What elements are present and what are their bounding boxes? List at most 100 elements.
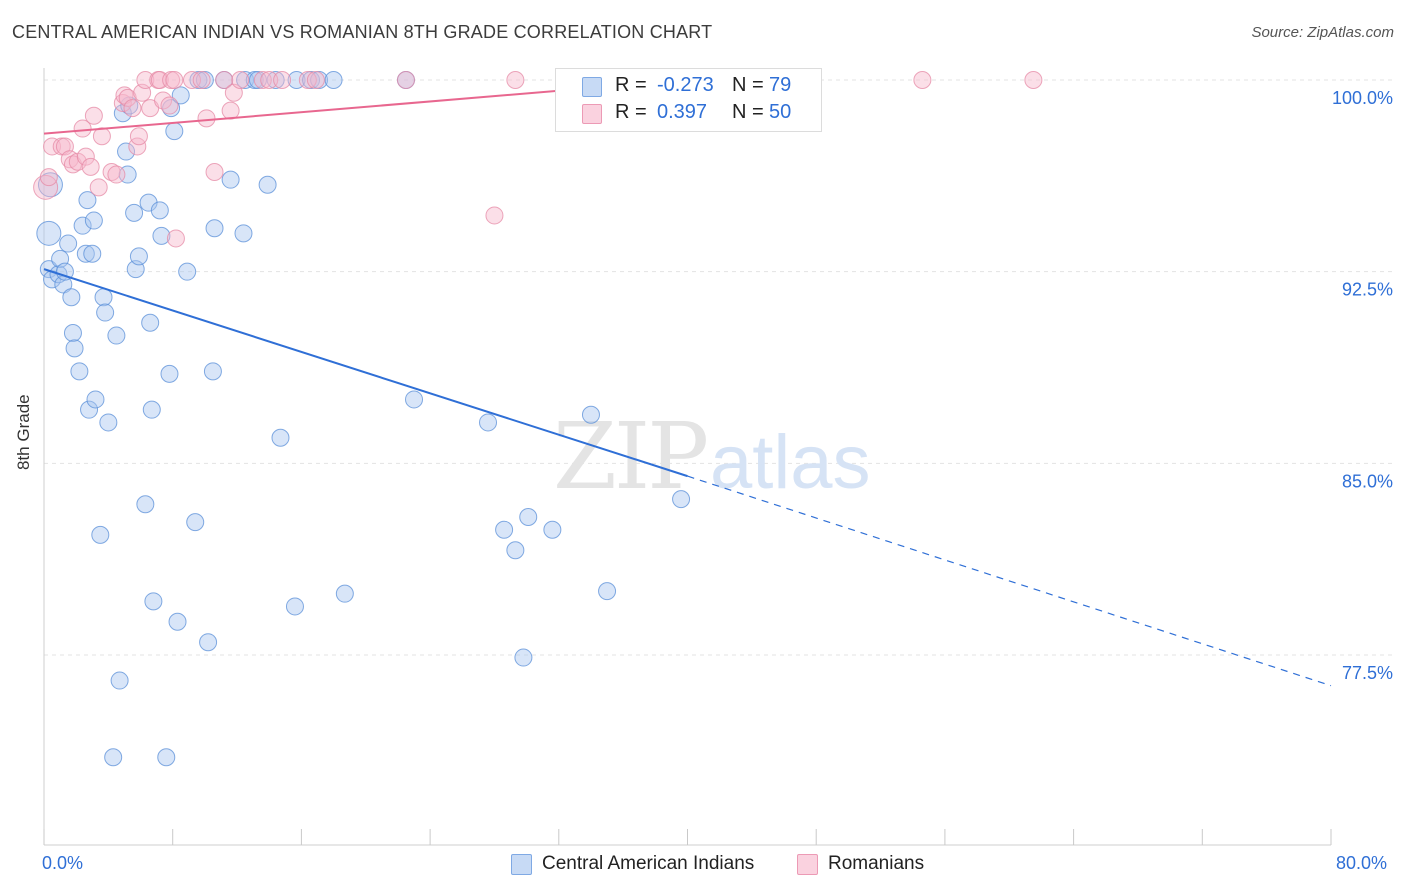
point-central-american-indians [479, 413, 498, 432]
point-central-american-indians [110, 671, 129, 690]
y-tick-label: 100.0% [1332, 88, 1393, 108]
point-central-american-indians [117, 142, 136, 161]
point-romanians [485, 206, 504, 225]
legend-r-value: -0.273 [657, 74, 714, 96]
point-central-american-indians [285, 597, 304, 616]
bottom-legend-label: Romanians [828, 853, 925, 874]
point-central-american-indians [672, 490, 691, 509]
y-tick-label: 85.0% [1342, 471, 1393, 491]
point-romanians [205, 163, 224, 181]
point-central-american-indians [55, 262, 74, 281]
point-central-american-indians [199, 633, 218, 652]
point-central-american-indians [62, 288, 81, 307]
trend-lines [43, 79, 1332, 687]
point-central-american-indians [96, 303, 115, 322]
point-central-american-indians [514, 648, 533, 667]
point-central-american-indians [39, 260, 58, 279]
point-central-american-indians [234, 224, 253, 243]
watermark-zip: ZIP [553, 403, 706, 510]
point-central-american-indians [63, 324, 82, 342]
point-romanians [160, 96, 179, 115]
y-tick-labels: 100.0% 92.5% 85.0% 77.5% [1332, 88, 1393, 683]
point-central-american-indians [171, 86, 190, 105]
bottom-legend-swatch-blue [511, 854, 532, 875]
axes [43, 68, 1332, 846]
point-romanians [136, 71, 155, 89]
point-romanians [197, 109, 216, 128]
point-central-american-indians [178, 262, 197, 281]
point-central-american-indians [150, 201, 169, 220]
point-central-american-indians [136, 495, 155, 514]
data-points [33, 71, 1043, 767]
point-romanians [192, 71, 211, 89]
point-romanians [39, 168, 58, 187]
grid-lines [44, 79, 1394, 656]
point-central-american-indians [78, 191, 97, 210]
y-tick-label: 92.5% [1342, 280, 1393, 300]
point-romanians [506, 71, 525, 89]
point-central-american-indians [94, 288, 113, 307]
point-romanians [260, 71, 279, 89]
point-central-american-indians [129, 247, 148, 266]
chart-title: CENTRAL AMERICAN INDIAN VS ROMANIAN 8TH … [12, 22, 713, 42]
point-romanians [166, 229, 185, 248]
point-central-american-indians [84, 211, 103, 230]
point-central-american-indians [495, 520, 514, 539]
point-romanians [221, 101, 240, 120]
legend-n-value: 50 [769, 101, 792, 123]
point-central-american-indians [104, 748, 123, 767]
point-romanians [113, 94, 132, 112]
point-central-american-indians [165, 122, 184, 141]
legend-r-value: 0.397 [657, 101, 708, 123]
point-romanians [215, 71, 234, 89]
y-tick-label: 77.5% [1342, 663, 1393, 683]
point-central-american-indians [37, 172, 63, 198]
point-central-american-indians [581, 405, 600, 424]
point-central-american-indians [543, 520, 562, 539]
bottom-legend-swatch-pink [797, 854, 818, 875]
point-central-american-indians [144, 592, 163, 611]
point-central-american-indians [142, 400, 161, 419]
point-romanians [129, 127, 148, 146]
point-central-american-indians [266, 71, 285, 89]
point-romanians [43, 137, 62, 156]
point-romanians [1024, 71, 1043, 89]
point-central-american-indians [405, 390, 424, 409]
point-romanians [183, 71, 202, 89]
legend-r-label: R = [615, 101, 647, 123]
point-romanians [913, 71, 932, 89]
point-romanians [165, 71, 184, 89]
point-central-american-indians [324, 71, 343, 89]
legend-n-label: N = [732, 74, 764, 96]
point-central-american-indians [70, 362, 89, 381]
point-romanians [118, 88, 137, 107]
point-romanians [306, 71, 325, 89]
point-central-american-indians [157, 748, 176, 767]
trend-line-central-american-indians [43, 268, 688, 478]
point-romanians [81, 157, 100, 176]
source-label: Source: ZipAtlas.com [1251, 24, 1394, 41]
point-central-american-indians [186, 513, 205, 532]
point-central-american-indians [141, 313, 160, 332]
point-romanians [115, 86, 134, 105]
point-central-american-indians [203, 362, 222, 381]
point-central-american-indians [99, 413, 118, 432]
point-central-american-indians [86, 390, 105, 409]
point-romanians [102, 163, 121, 181]
point-central-american-indians [271, 428, 290, 447]
point-central-american-indians [73, 216, 92, 235]
point-central-american-indians [506, 541, 525, 560]
legend-r-label: R = [615, 74, 647, 96]
point-central-american-indians [160, 364, 179, 383]
point-romanians [73, 119, 92, 138]
point-romanians [33, 174, 59, 200]
correlation-legend: R = -0.273 N = 79 R = 0.397 N = 50 [555, 68, 822, 132]
point-romanians [84, 106, 103, 125]
watermark: ZIP atlas [553, 403, 871, 510]
point-central-american-indians [59, 234, 78, 253]
point-central-american-indians [519, 508, 538, 526]
point-romanians [107, 165, 126, 184]
point-central-american-indians [91, 525, 110, 544]
point-romanians [253, 71, 272, 89]
point-central-american-indians [76, 244, 95, 263]
